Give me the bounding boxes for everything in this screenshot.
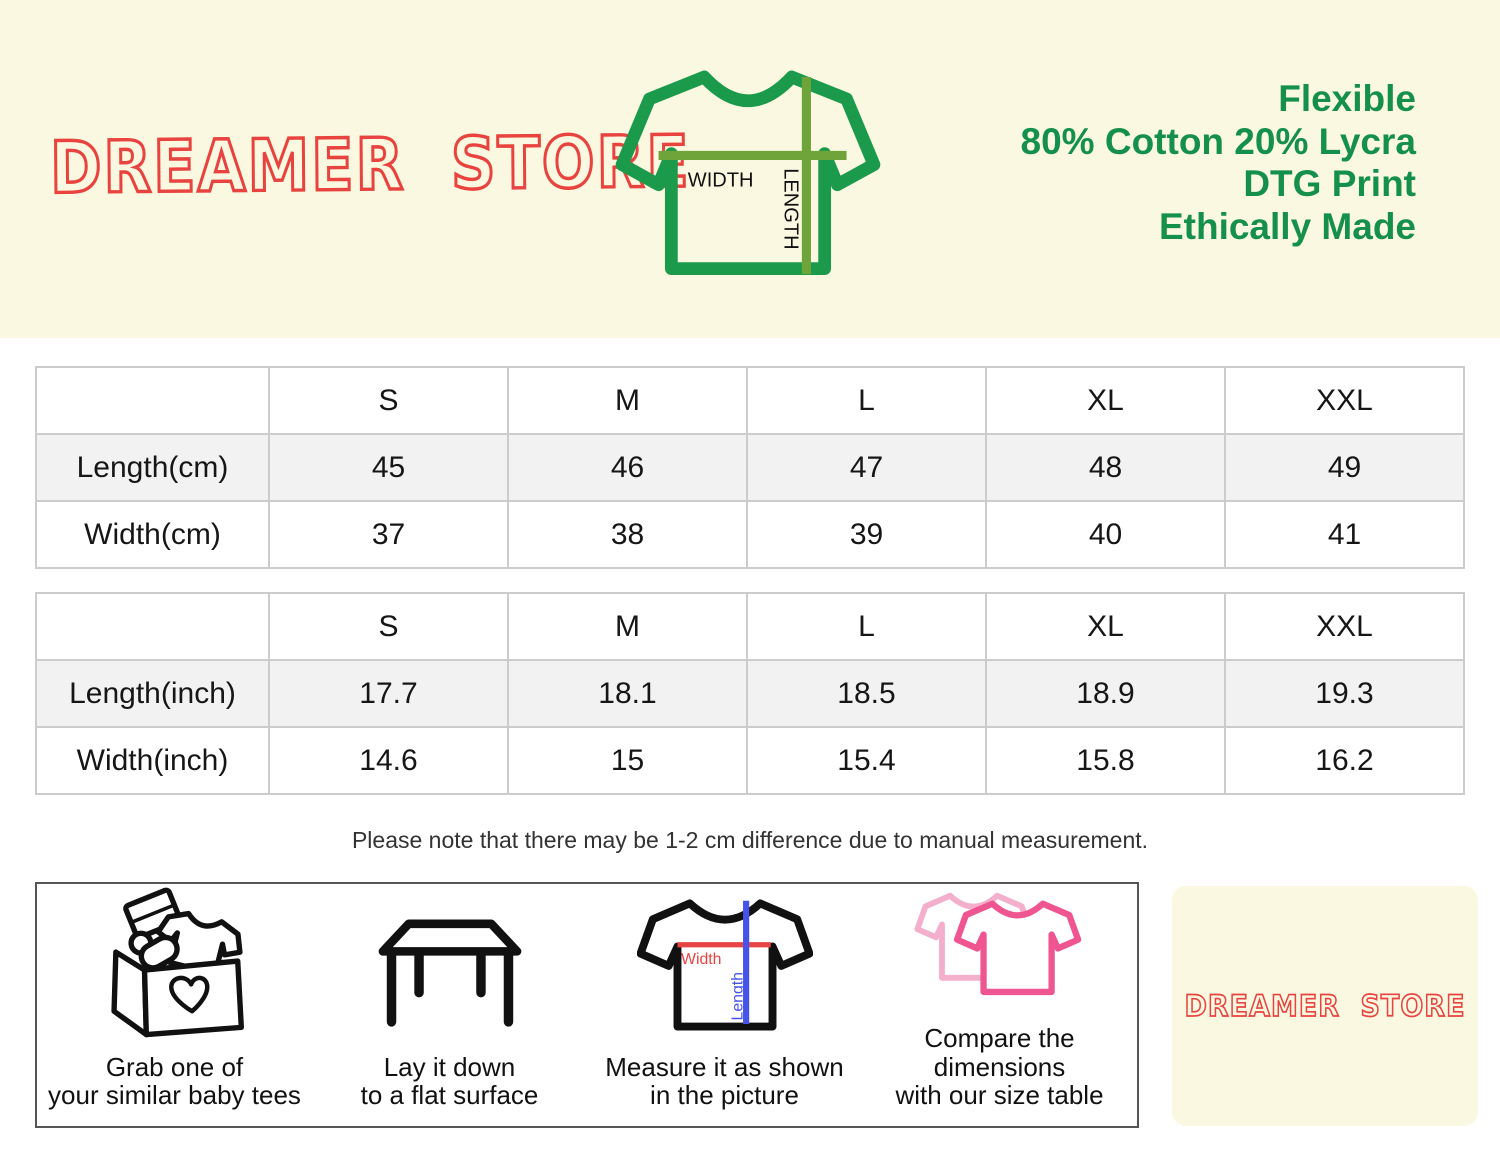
row-label: Width(cm) (35, 500, 270, 569)
size-col-header: S (268, 366, 509, 435)
cell: 47 (746, 433, 987, 502)
cell: 41 (1224, 500, 1465, 569)
feature-line: Ethically Made (1158, 205, 1416, 247)
size-col-header: L (746, 366, 987, 435)
step-caption: Grab one of your similar baby tees (48, 1053, 301, 1110)
corner-cell (35, 592, 270, 661)
size-table-inch: S M L XL XXL Length(inch) 17.7 18.1 18.5… (35, 592, 1465, 795)
top-banner: DREAMER STORE WIDTH LENGTH Flexible 80% … (0, 0, 1500, 338)
step-caption: Measure it as shown in the picture (605, 1053, 843, 1110)
store-logo: DREAMER STORE (48, 118, 693, 212)
size-col-header: S (268, 592, 509, 661)
table-row: Length(cm) 45 46 47 48 49 (35, 433, 1465, 502)
cell: 18.5 (746, 659, 987, 728)
corner-cell (35, 366, 270, 435)
cell: 38 (507, 500, 748, 569)
size-col-header: XL (985, 592, 1226, 661)
length-label: Length (729, 972, 746, 1020)
footer-logo-badge: DREAMER STORE (1172, 886, 1478, 1126)
measure-tee-icon: Width Length (636, 899, 813, 1031)
row-label: Width(inch) (35, 726, 270, 795)
tee-measure-diagram-icon: WIDTH LENGTH (615, 70, 881, 276)
table-row: Width(cm) 37 38 39 40 41 (35, 500, 1465, 569)
measurement-note: Please note that there may be 1-2 cm dif… (351, 827, 1149, 853)
cell: 14.6 (268, 726, 509, 795)
tee-outline (636, 899, 813, 1031)
row-label: Length(cm) (35, 433, 270, 502)
caption-line: Grab one of (105, 1051, 244, 1082)
cell: 40 (985, 500, 1226, 569)
size-col-header: XL (985, 366, 1226, 435)
feature-line: 80% Cotton 20% Lycra (1020, 120, 1416, 162)
caption-line: Compare the dimensions (924, 1023, 1075, 1082)
cell: 18.9 (985, 659, 1226, 728)
caption-line: with our size table (895, 1080, 1104, 1111)
cell: 45 (268, 433, 509, 502)
front-tee (953, 900, 1081, 996)
caption-line: Measure it as shown (605, 1051, 844, 1082)
size-col-header: XXL (1224, 366, 1465, 435)
box-of-baby-tees-icon (110, 887, 244, 1038)
width-label: WIDTH (688, 170, 754, 192)
caption-line: to a flat surface (360, 1080, 539, 1111)
table-header-row: S M L XL XXL (35, 592, 1465, 661)
size-col-header: XXL (1224, 592, 1465, 661)
caption-line: in the picture (650, 1080, 799, 1111)
cell: 46 (507, 433, 748, 502)
size-table-cm: S M L XL XXL Length(cm) 45 46 47 48 49 W… (35, 366, 1465, 569)
cell: 39 (746, 500, 987, 569)
row-label: Length(inch) (35, 659, 270, 728)
cell: 19.3 (1224, 659, 1465, 728)
table-row: Width(inch) 14.6 15 15.4 15.8 16.2 (35, 726, 1465, 795)
cell: 18.1 (507, 659, 748, 728)
table-row: Length(inch) 17.7 18.1 18.5 18.9 19.3 (35, 659, 1465, 728)
cell: 48 (985, 433, 1226, 502)
cell: 15 (507, 726, 748, 795)
step-measure: Width Length Measure it as shown in the … (587, 884, 862, 1126)
table-icon (378, 919, 521, 1027)
table-header-row: S M L XL XXL (35, 366, 1465, 435)
cell: 17.7 (268, 659, 509, 728)
step-compare: Compare the dimensions with our size tab… (862, 884, 1137, 1126)
step-grab-tee: Grab one of your similar baby tees (37, 884, 312, 1126)
length-label: LENGTH (780, 168, 802, 249)
size-col-header: L (746, 592, 987, 661)
how-to-measure-box: Grab one of your similar baby tees Lay i… (35, 882, 1139, 1128)
cell: 15.4 (746, 726, 987, 795)
step-caption: Lay it down to a flat surface (361, 1053, 539, 1110)
step-caption: Compare the dimensions with our size tab… (862, 1024, 1137, 1110)
size-col-header: M (507, 366, 748, 435)
product-features: Flexible 80% Cotton 20% Lycra DTG Print … (1021, 78, 1416, 248)
feature-line: DTG Print (1243, 163, 1416, 205)
store-logo-small: DREAMER STORE (1184, 988, 1466, 1024)
cell: 37 (268, 500, 509, 569)
step-flat-surface: Lay it down to a flat surface (312, 884, 587, 1126)
feature-line: Flexible (1278, 78, 1416, 119)
compare-tees-icon (913, 892, 1081, 996)
cell: 15.8 (985, 726, 1226, 795)
width-label: Width (681, 951, 721, 968)
cell: 16.2 (1224, 726, 1465, 795)
cell: 49 (1224, 433, 1465, 502)
size-col-header: M (507, 592, 748, 661)
caption-line: Lay it down (383, 1051, 516, 1082)
caption-line: your similar baby tees (48, 1080, 301, 1111)
